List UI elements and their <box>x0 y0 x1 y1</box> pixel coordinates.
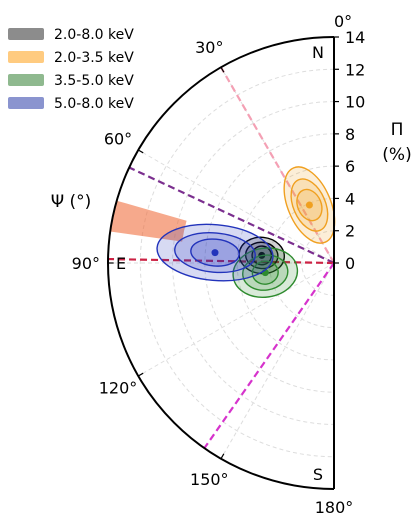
angle-tick <box>137 149 144 154</box>
legend-swatch <box>8 97 44 109</box>
r-tick-label: 14 <box>345 28 365 47</box>
angle-tick-label: 60° <box>104 129 132 148</box>
y-axis-label-line1: Π <box>391 120 404 140</box>
shaded-wedge <box>110 200 187 242</box>
grid-spoke <box>138 149 335 264</box>
contours-layer <box>156 166 336 298</box>
legend-label: 3.5-5.0 keV <box>54 73 134 89</box>
legend-label: 2.0-8.0 keV <box>54 27 134 43</box>
r-tick-label: 6 <box>345 157 355 176</box>
direction-label-south: S <box>313 465 323 484</box>
r-tick-label: 0 <box>345 254 355 273</box>
grid-spoke <box>220 262 335 459</box>
direction-label-north: N <box>312 43 324 62</box>
y-axis-label-line2: (%) <box>382 145 411 165</box>
angle-tick-label: 120° <box>99 379 138 398</box>
reference-line <box>128 166 335 264</box>
x-axis-label: Ψ (°) <box>51 192 92 212</box>
axis-layer: 0 2 4 6 8 10 12 140° 30° 60° 90° 120° 150° 180° N E S <box>72 12 366 517</box>
r-tick-label: 4 <box>345 189 355 208</box>
legend-swatch <box>8 28 44 40</box>
grid-circle <box>204 133 335 393</box>
legend-swatch <box>8 74 44 86</box>
r-tick-label: 12 <box>345 60 365 79</box>
grid-circle <box>301 230 335 296</box>
legend-label: 2.0-3.5 keV <box>54 50 134 66</box>
best-fit-point <box>211 249 219 257</box>
grid-circle <box>236 165 335 361</box>
legend-label: 5.0-8.0 keV <box>54 96 134 112</box>
r-tick-label: 8 <box>345 125 355 144</box>
reference-line <box>108 257 335 265</box>
angle-tick-label: 0° <box>334 12 352 31</box>
direction-label-east: E <box>116 254 126 273</box>
legend: 2.0-8.0 keV 2.0-3.5 keV 3.5-5.0 keV 5.0-8.0… <box>8 27 134 112</box>
best-fit-point <box>305 201 313 209</box>
r-tick-label: 2 <box>345 222 355 241</box>
grid-spoke <box>138 262 335 377</box>
angle-tick-label: 180° <box>315 498 354 517</box>
r-tick-label: 10 <box>345 93 365 112</box>
legend-swatch <box>8 51 44 63</box>
reference-line <box>203 262 335 449</box>
angle-tick <box>220 453 225 460</box>
angle-tick-label: 150° <box>190 470 229 489</box>
reference-line <box>220 66 335 264</box>
angle-tick <box>220 66 225 73</box>
angle-tick <box>137 372 144 377</box>
angle-tick-label: 30° <box>195 38 223 57</box>
angle-tick-label: 90° <box>72 254 100 273</box>
shaded-wedge-layer <box>110 200 187 242</box>
reference-lines-layer <box>108 66 335 449</box>
grid-circle <box>139 68 335 458</box>
